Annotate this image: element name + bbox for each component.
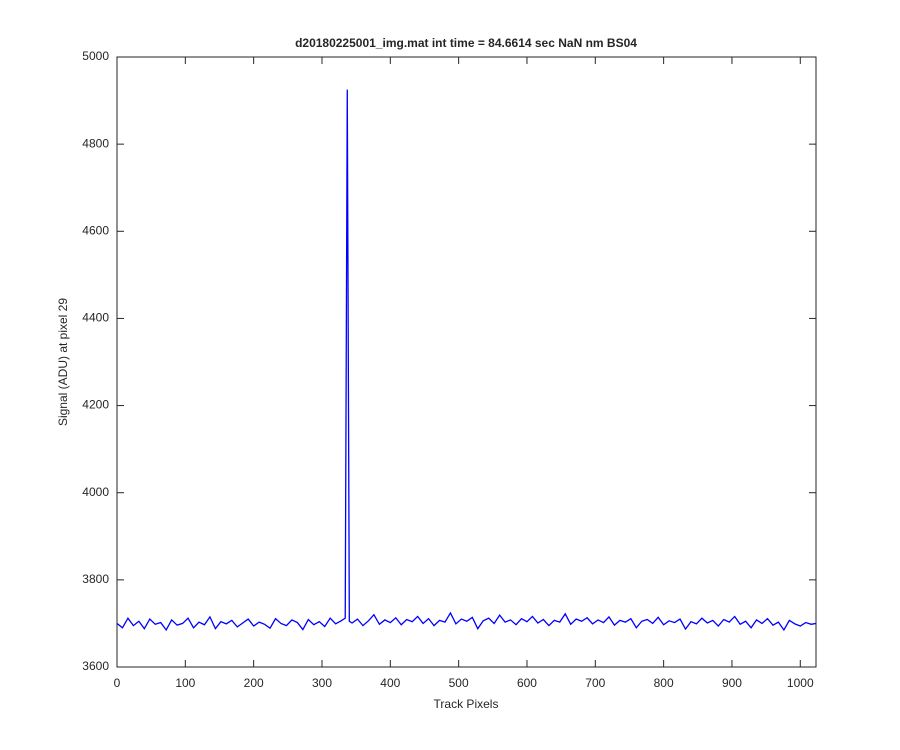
y-axis-label: Signal (ADU) at pixel 29 [56, 298, 70, 426]
y-tick-label: 5000 [82, 49, 109, 63]
x-tick-label: 100 [175, 676, 195, 690]
y-tick-label: 3600 [82, 659, 109, 673]
y-tick-label: 4200 [82, 398, 109, 412]
plot-area [117, 57, 816, 667]
x-tick-label: 900 [722, 676, 742, 690]
data-line [116, 89, 817, 632]
y-tick-label: 4600 [82, 223, 109, 237]
x-tick-label: 400 [380, 676, 400, 690]
x-tick-label: 600 [517, 676, 537, 690]
x-axis-label: Track Pixels [434, 697, 499, 711]
axes-box [116, 56, 817, 668]
x-tick-label: 700 [585, 676, 605, 690]
y-tick-label: 4000 [82, 485, 109, 499]
x-tick-label: 0 [114, 676, 121, 690]
x-tick-label: 200 [244, 676, 264, 690]
y-tick-label: 4400 [82, 311, 109, 325]
y-tick-label: 4800 [82, 136, 109, 150]
x-tick-label: 300 [312, 676, 332, 690]
x-tick-label: 800 [654, 676, 674, 690]
x-tick-label: 500 [449, 676, 469, 690]
y-tick-label: 3800 [82, 572, 109, 586]
chart-title: d20180225001_img.mat int time = 84.6614 … [295, 36, 637, 50]
x-tick-label: 1000 [787, 676, 814, 690]
